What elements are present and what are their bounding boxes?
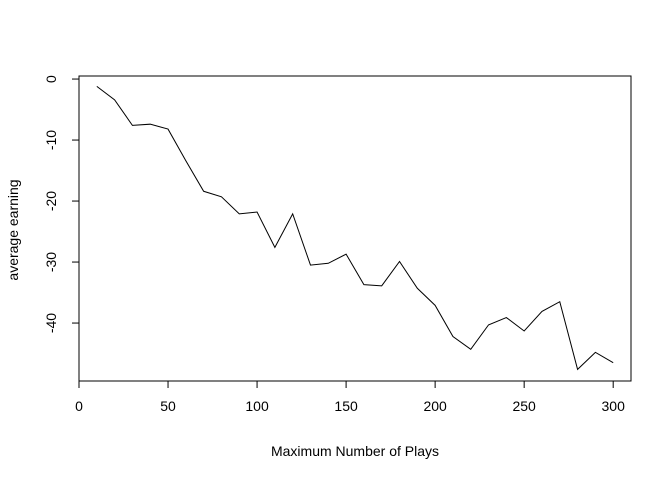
x-axis-title: Maximum Number of Plays [271, 443, 439, 459]
x-tick-label: 250 [512, 398, 536, 414]
x-axis: 0 50 100 150 200 250 300 [75, 381, 625, 414]
x-tick-label: 0 [75, 398, 83, 414]
y-axis: 0 -10 -20 -30 -40 [43, 75, 79, 333]
x-tick-label: 50 [160, 398, 176, 414]
y-tick-label: -10 [43, 130, 59, 150]
x-tick-label: 300 [602, 398, 626, 414]
x-tick-label: 100 [245, 398, 269, 414]
y-tick-label: -20 [43, 191, 59, 211]
y-tick-label: -40 [43, 313, 59, 333]
x-tick-label: 200 [423, 398, 447, 414]
series-line [96, 85, 614, 371]
y-tick-label: 0 [43, 75, 59, 83]
y-tick-label: -30 [43, 252, 59, 272]
plot-frame [78, 75, 632, 382]
x-tick-label: 150 [334, 398, 358, 414]
y-axis-title: average earning [5, 179, 21, 280]
